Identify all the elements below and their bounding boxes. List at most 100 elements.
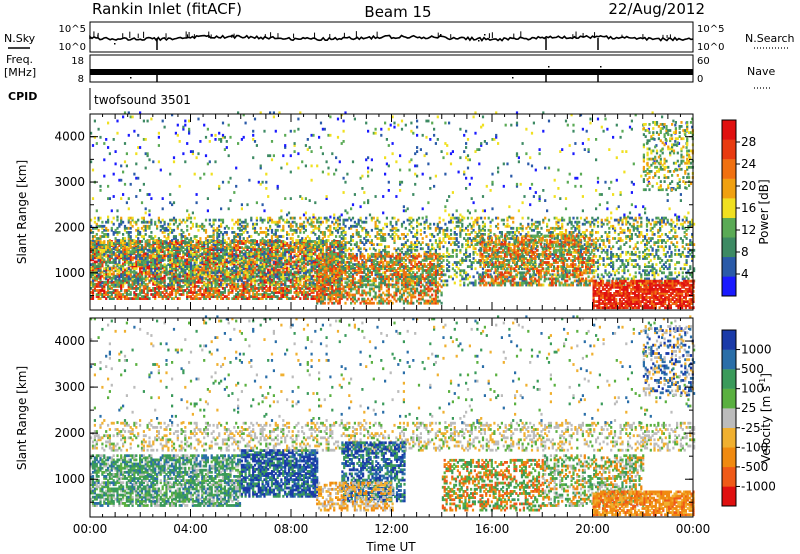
range-cell [235, 293, 237, 296]
nsky-trace [90, 31, 693, 50]
range-cell [292, 273, 294, 276]
range-cell [162, 265, 164, 268]
range-cell [269, 269, 271, 272]
range-cell [164, 293, 166, 296]
nave-label: Nave [747, 65, 775, 78]
range-cell [133, 287, 135, 290]
range-cell [177, 242, 179, 245]
range-cell [148, 265, 150, 268]
nsky-dot [484, 34, 486, 36]
range-cell [194, 277, 196, 280]
range-cell [239, 285, 241, 288]
freq-dot [600, 66, 602, 68]
range-cell [128, 297, 130, 300]
range-cell [116, 273, 118, 276]
range-cell [295, 287, 297, 290]
range-cell [262, 240, 264, 243]
range-cell [150, 289, 152, 292]
range-cell [286, 242, 288, 245]
range-cell [105, 297, 107, 300]
nsky-dot [114, 43, 116, 45]
range-cell [294, 261, 296, 264]
range-cell [124, 295, 126, 298]
nsearch-tick-high: 10^5 [697, 24, 724, 35]
freq-band [90, 69, 693, 75]
range-cell [145, 293, 147, 296]
range-cell [113, 281, 115, 284]
range-cell [294, 297, 296, 300]
range-cell [139, 246, 141, 249]
range-cell [239, 289, 241, 292]
range-cell [299, 287, 301, 290]
range-cell [248, 289, 250, 292]
range-cell [133, 256, 135, 259]
range-cell [182, 285, 184, 288]
range-cell [109, 281, 111, 284]
range-cell [303, 289, 305, 292]
range-cell [280, 281, 282, 284]
range-cell [290, 285, 292, 288]
nsky-dot [440, 34, 442, 36]
range-cell [184, 289, 186, 292]
range-cell [115, 240, 117, 243]
power-heatmap [90, 111, 695, 309]
range-cell [248, 246, 250, 249]
range-cell [145, 252, 147, 255]
nsky-tick-low: 10^0 [59, 42, 86, 53]
range-cell [177, 269, 179, 272]
range-cell [220, 275, 222, 278]
range-cell [103, 281, 105, 284]
range-cell [209, 246, 211, 249]
range-cell [267, 269, 269, 272]
station-title: Rankin Inlet (fitACF) [92, 0, 242, 18]
cpid-value: twofsound 3501 [94, 93, 191, 107]
range-cell [196, 291, 198, 294]
range-cell [197, 265, 199, 268]
range-cell [207, 279, 209, 282]
range-cell [222, 291, 224, 294]
range-cell [116, 254, 118, 257]
range-cell [122, 271, 124, 274]
range-cell [284, 277, 286, 280]
range-cell [148, 261, 150, 264]
range-cell [297, 269, 299, 272]
range-cell [256, 291, 258, 294]
range-cell [245, 250, 247, 253]
range-cell [150, 254, 152, 257]
range-cell [199, 287, 201, 290]
range-cell [171, 297, 173, 300]
range-cell [115, 275, 117, 278]
range-cell [248, 275, 250, 278]
range-cell [295, 277, 297, 280]
range-cell [239, 263, 241, 266]
range-cell [162, 271, 164, 274]
range-cell [267, 287, 269, 290]
range-cell [282, 267, 284, 270]
range-cell [139, 283, 141, 286]
range-cell [248, 283, 250, 286]
range-cell [258, 297, 260, 300]
range-cell [105, 291, 107, 294]
freq-tick-low: 8 [78, 74, 84, 85]
beam-title: Beam 15 [364, 3, 431, 21]
range-cell [179, 293, 181, 296]
range-cell [297, 283, 299, 286]
range-cell [164, 250, 166, 253]
range-cell [126, 289, 128, 292]
range-cell [130, 297, 132, 300]
freq-panel: Freq. [MHz] 18 8 60 0 Nave [4, 53, 775, 88]
range-cell [211, 244, 213, 247]
range-cell [228, 297, 230, 300]
range-cell [154, 287, 156, 290]
range-cell [165, 254, 167, 257]
range-cell [239, 246, 241, 249]
range-cell [169, 240, 171, 243]
range-cell [278, 269, 280, 272]
range-cell [280, 240, 282, 243]
range-cell [111, 248, 113, 251]
range-cell [275, 281, 277, 284]
range-cell [250, 258, 252, 261]
range-cell [164, 275, 166, 278]
range-cell [246, 297, 248, 300]
range-cell [237, 291, 239, 294]
